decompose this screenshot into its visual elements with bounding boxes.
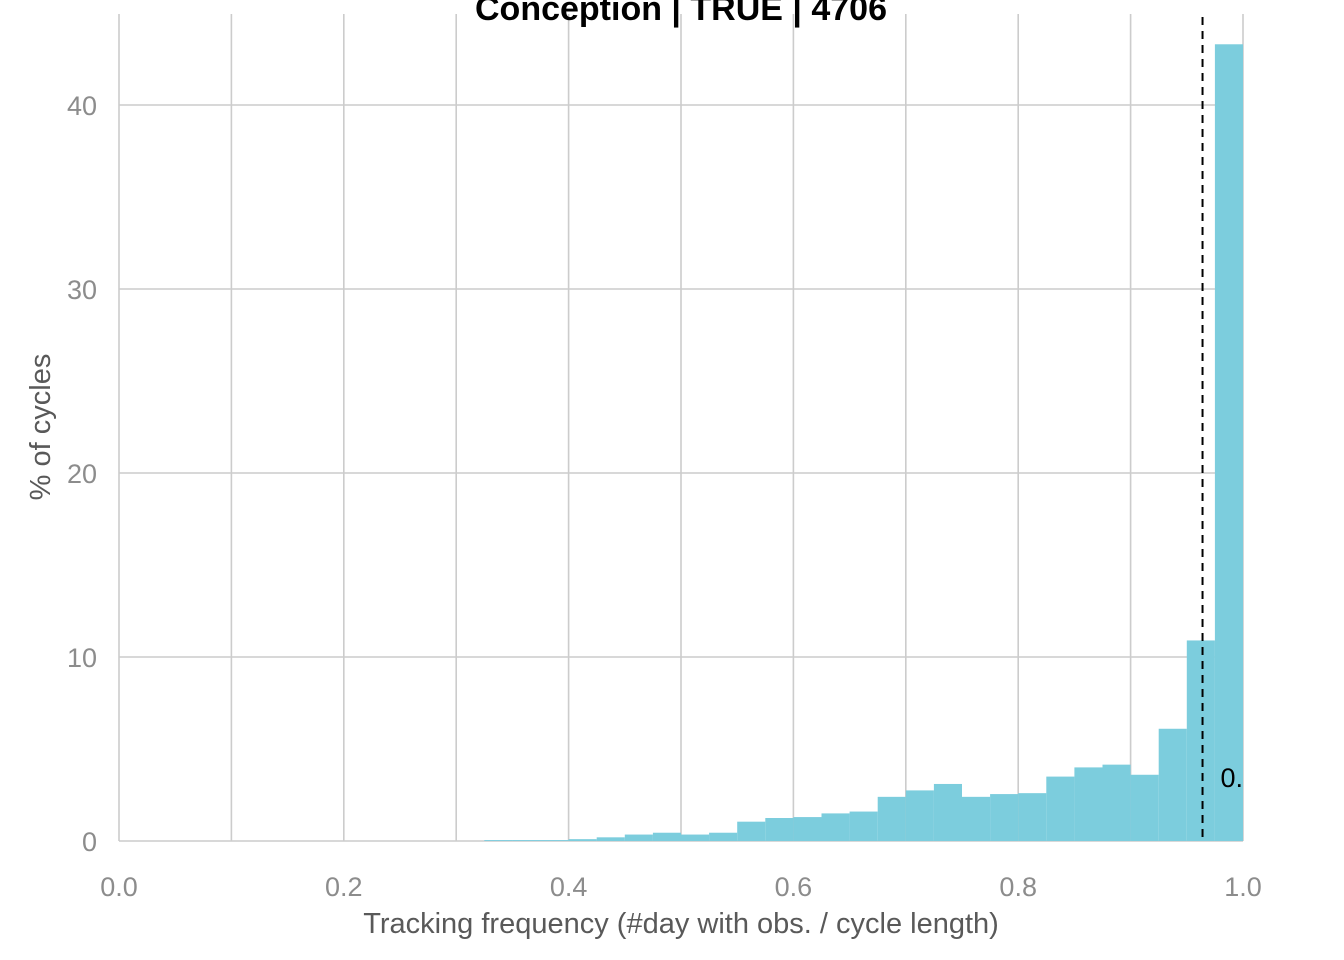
histogram-bar: [1046, 776, 1075, 841]
histogram-bar: [568, 839, 597, 841]
histogram-bar: [540, 840, 569, 841]
histogram-bar: [1018, 793, 1047, 841]
histogram-bar: [737, 821, 766, 841]
x-tick-label: 1.0: [1224, 872, 1262, 902]
histogram-bar: [1214, 44, 1243, 841]
histogram-bar: [1102, 764, 1131, 841]
histogram-bar: [905, 790, 934, 841]
histogram-bar: [849, 811, 878, 841]
histogram-bar: [709, 832, 738, 841]
histogram-bar: [652, 832, 681, 841]
histogram-bar: [793, 817, 822, 841]
x-tick-label: 0.4: [550, 872, 588, 902]
histogram-bar: [484, 840, 513, 841]
y-axis-title: % of cycles: [25, 354, 57, 501]
y-tick-label: 40: [67, 91, 97, 121]
x-axis-title: Tracking frequency (#day with obs. / cyc…: [363, 908, 999, 940]
y-tick-label: 10: [67, 643, 97, 673]
x-tick-labels: 0.0 0.2 0.4 0.6 0.8 1.0: [100, 872, 1262, 902]
x-tick-label: 0.0: [100, 872, 138, 902]
y-tick-label: 20: [67, 459, 97, 489]
histogram-bar: [1158, 728, 1187, 841]
x-tick-label: 0.8: [999, 872, 1037, 902]
histogram-bars: [484, 44, 1243, 841]
histogram-bar: [765, 818, 794, 841]
histogram-bar: [512, 840, 541, 841]
x-gridlines: [118, 14, 1244, 841]
histogram-bar: [821, 813, 850, 841]
reference-line-label: 0.: [1221, 763, 1244, 793]
histogram-bar: [1130, 774, 1159, 841]
histogram-bar: [933, 783, 962, 841]
x-tick-label: 0.2: [325, 872, 363, 902]
y-tick-labels: 0 10 20 30 40: [67, 91, 97, 857]
x-tick-label: 0.6: [775, 872, 813, 902]
y-tick-label: 30: [67, 275, 97, 305]
histogram-bar: [962, 796, 991, 841]
y-tick-label: 0: [82, 827, 97, 857]
histogram-bar: [877, 796, 906, 841]
histogram-bar: [990, 794, 1019, 841]
histogram-bar: [596, 837, 625, 841]
histogram-bar: [1186, 640, 1215, 841]
histogram-bar: [624, 834, 653, 841]
histogram-bar: [1074, 767, 1103, 841]
chart-title: Conception | TRUE | 4706: [475, 0, 887, 28]
histogram-bar: [681, 834, 710, 841]
